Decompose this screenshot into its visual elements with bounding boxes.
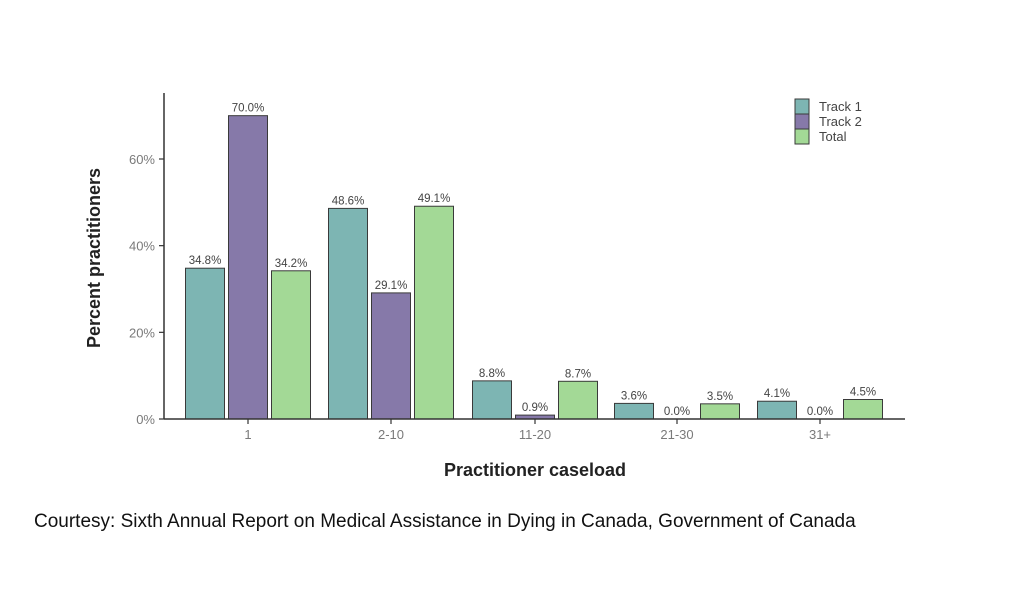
data-label: 4.5%: [850, 387, 876, 399]
y-tick-label: 0%: [136, 412, 155, 427]
data-label: 0.9%: [522, 402, 548, 414]
x-tick-label: 21-30: [660, 427, 693, 442]
legend-swatch: [794, 98, 810, 115]
legend-swatch: [794, 113, 810, 130]
x-axis-title: Practitioner caseload: [444, 460, 626, 480]
x-tick-label: 1: [244, 427, 251, 442]
legend-label: Track 2: [819, 114, 862, 129]
data-label: 48.6%: [332, 195, 365, 207]
bar-total: [414, 205, 454, 420]
data-label: 3.5%: [707, 391, 733, 403]
source-caption: Courtesy: Sixth Annual Report on Medical…: [34, 511, 856, 532]
data-label: 0.0%: [664, 406, 690, 418]
bar-total: [271, 270, 311, 420]
x-tick-label: 2-10: [378, 427, 404, 442]
bars-group: [185, 115, 883, 420]
legend-label: Track 1: [819, 99, 862, 114]
bar-chart: 34.8% 70.0% 34.2% 48.6% 29.1% 49.1% 8.8% 0.9% 8.…: [84, 93, 905, 480]
data-label: 3.6%: [621, 390, 647, 402]
bar-track-1: [185, 267, 225, 420]
bar-track-1: [472, 380, 512, 420]
data-label: 8.8%: [479, 368, 505, 380]
bar-track-2: [228, 115, 268, 420]
y-tick-label: 40%: [129, 239, 155, 254]
data-label: 70.0%: [232, 103, 265, 115]
data-label: 4.1%: [764, 388, 790, 400]
data-label: 29.1%: [375, 280, 408, 292]
y-tick-label: 20%: [129, 325, 155, 340]
y-axis-title: Percent practitioners: [84, 168, 104, 348]
bar-total: [700, 403, 740, 420]
data-label: 49.1%: [418, 193, 451, 205]
data-label: 34.2%: [275, 258, 308, 270]
data-label: 0.0%: [807, 406, 833, 418]
x-ticks-group: 1 2-10 11-20 21-30 31+: [244, 419, 831, 442]
y-tick-label: 60%: [129, 152, 155, 167]
bar-track-2: [371, 292, 411, 420]
bar-track-1: [757, 400, 797, 420]
data-label: 34.8%: [189, 255, 222, 267]
bar-track-1: [328, 207, 368, 420]
data-label: 8.7%: [565, 368, 591, 380]
bar-total: [843, 399, 883, 420]
legend-label: Total: [819, 129, 847, 144]
x-tick-label: 31+: [809, 427, 831, 442]
data-labels-group: 34.8% 70.0% 34.2% 48.6% 29.1% 49.1% 8.8% 0.9% 8.…: [189, 103, 876, 418]
bar-track-1: [614, 402, 654, 420]
legend-swatch: [794, 128, 810, 145]
bar-total: [558, 380, 598, 420]
x-tick-label: 11-20: [519, 427, 551, 442]
y-ticks-group: 0% 20% 40% 60%: [129, 152, 164, 427]
